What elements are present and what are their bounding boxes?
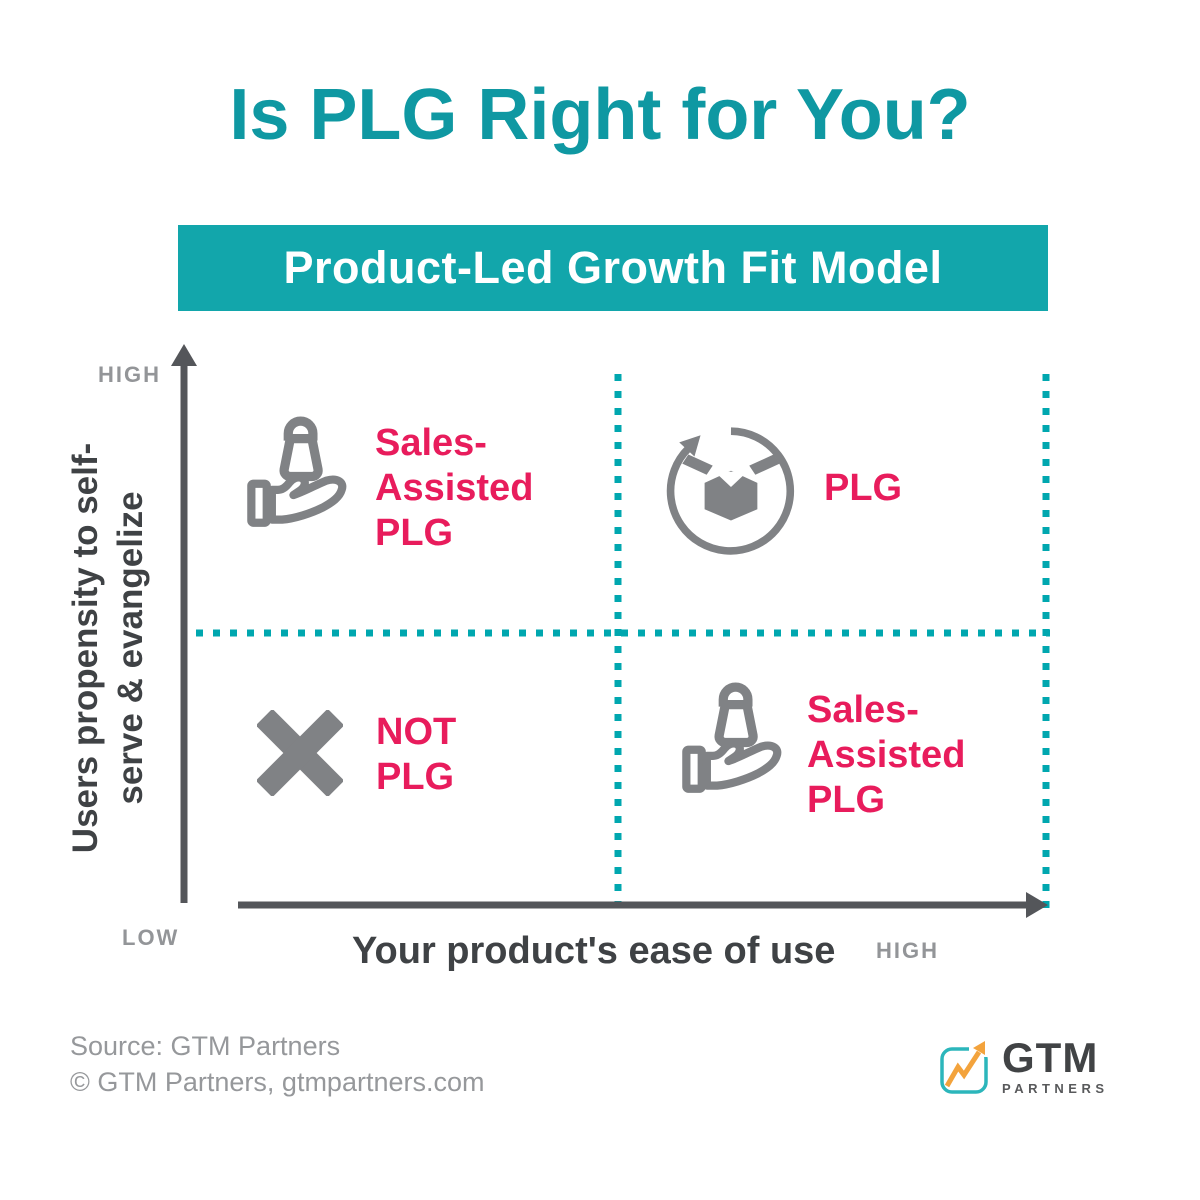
page-title: Is PLG Right for You? bbox=[229, 75, 971, 155]
quadrant-label-line: Sales- bbox=[807, 689, 919, 731]
quadrant-label-line: Assisted bbox=[807, 734, 966, 776]
x-mark-icon bbox=[257, 710, 343, 796]
quadrant-label-line: PLG bbox=[807, 779, 886, 821]
logo-name: GTM bbox=[1002, 1034, 1099, 1081]
quadrant-label-plg: PLG bbox=[824, 466, 902, 511]
x-axis-arrowhead-icon bbox=[1026, 892, 1048, 918]
quadrant-label-line: PLG bbox=[375, 512, 454, 554]
quadrant-label-line: NOT bbox=[376, 711, 457, 753]
box-cycle-icon bbox=[666, 418, 798, 558]
y-axis-label: Users propensity to self- serve & evange… bbox=[63, 443, 153, 853]
y-axis-low-tick: LOW bbox=[122, 925, 180, 950]
logo-wordmark: GTM PARTNERS bbox=[1002, 1034, 1109, 1097]
hand-holding-lock-icon bbox=[678, 682, 786, 800]
chart-arrow-icon bbox=[940, 1041, 996, 1094]
model-banner-label: Product-Led Growth Fit Model bbox=[283, 242, 943, 293]
quadrant-label-line: Assisted bbox=[375, 467, 534, 509]
footer-attribution: Source: GTM Partners © GTM Partners, gtm… bbox=[70, 1028, 485, 1100]
x-axis-high-tick: HIGH bbox=[876, 938, 939, 963]
footer-source: Source: GTM Partners bbox=[70, 1031, 341, 1061]
y-axis-high-tick: HIGH bbox=[98, 362, 161, 387]
y-axis-label-line1: Users propensity to self- bbox=[66, 442, 105, 854]
logo-subtext: PARTNERS bbox=[1002, 1081, 1109, 1096]
hand-holding-lock-icon bbox=[243, 416, 351, 534]
y-axis-arrowhead-icon bbox=[171, 344, 197, 366]
quadrant-label-line: PLG bbox=[376, 756, 455, 798]
model-banner: Product-Led Growth Fit Model bbox=[178, 225, 1048, 311]
quadrant-label-not-plg: NOT PLG bbox=[376, 710, 456, 800]
footer-copyright: © GTM Partners, gtmpartners.com bbox=[70, 1067, 485, 1097]
y-axis-label-line2: serve & evangelize bbox=[111, 491, 150, 805]
quadrant-label-line: PLG bbox=[824, 467, 903, 509]
gtm-partners-logo: GTM PARTNERS bbox=[938, 1036, 1109, 1096]
quadrant-label-sales-assisted-plg-bottom: Sales- Assisted PLG bbox=[807, 688, 965, 823]
quadrant-label-line: Sales- bbox=[375, 422, 487, 464]
quadrant-label-sales-assisted-plg-top: Sales- Assisted PLG bbox=[375, 421, 533, 556]
x-axis-label: Your product's ease of use bbox=[352, 930, 836, 972]
